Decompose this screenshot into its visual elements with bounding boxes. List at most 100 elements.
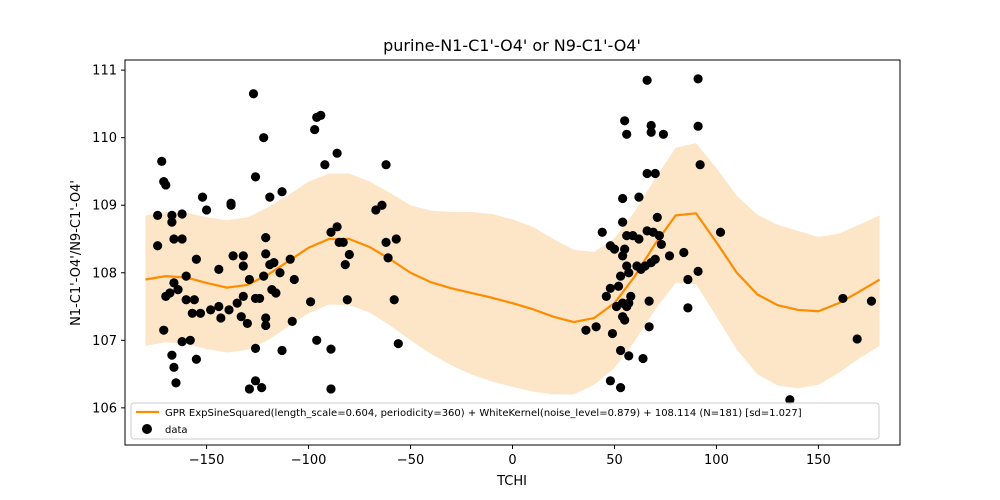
- x-tick-label: 150: [806, 453, 831, 468]
- data-point: [597, 227, 607, 237]
- legend-box: [130, 402, 880, 440]
- data-point: [216, 313, 226, 323]
- data-point: [656, 239, 666, 249]
- data-point: [169, 278, 179, 288]
- data-point: [615, 271, 626, 281]
- data-point: [171, 378, 181, 388]
- data-point: [646, 258, 656, 268]
- legend-label-data: data: [165, 425, 188, 436]
- data-point: [191, 354, 201, 364]
- data-point: [312, 335, 322, 345]
- data-point: [605, 376, 615, 386]
- data-point: [618, 217, 628, 227]
- y-tick-label: 108: [92, 266, 117, 281]
- data-point: [615, 382, 626, 393]
- legend: GPR ExpSineSquared(length_scale=0.604, p…: [130, 402, 880, 440]
- y-axis-ticks: 106 107 108 109 110 111: [92, 64, 125, 416]
- data-point: [624, 268, 634, 278]
- data-point: [153, 210, 163, 220]
- data-point: [169, 362, 179, 372]
- data-point: [679, 247, 689, 258]
- data-point: [161, 291, 171, 302]
- data-point: [261, 249, 271, 259]
- data-point: [626, 291, 636, 302]
- data-point: [195, 308, 206, 318]
- data-point: [650, 168, 660, 179]
- data-point: [693, 74, 703, 84]
- data-point: [153, 241, 163, 251]
- data-point: [644, 296, 654, 306]
- data-point: [683, 303, 693, 313]
- data-point: [342, 295, 352, 305]
- data-point: [261, 233, 271, 243]
- y-tick-label: 107: [92, 334, 117, 349]
- data-point: [197, 192, 208, 202]
- x-tick-label: 100: [704, 453, 729, 468]
- data-point: [271, 288, 281, 298]
- data-point: [618, 193, 628, 204]
- data-point: [622, 129, 632, 139]
- data-point: [389, 295, 399, 305]
- data-point: [169, 234, 179, 244]
- x-tick-label: 0: [508, 453, 516, 468]
- data-point: [238, 291, 248, 302]
- data-point: [634, 192, 644, 202]
- data-point: [866, 296, 877, 306]
- data-point: [613, 281, 624, 291]
- x-axis-ticks: −150 −100 −50 0 50 100 150: [189, 445, 831, 468]
- data-point: [232, 298, 242, 308]
- data-point: [259, 271, 269, 281]
- y-axis-label: N1-C1'-O4'/N9-C1'-O4': [69, 180, 84, 326]
- data-point: [332, 148, 342, 158]
- data-point: [646, 127, 656, 137]
- gpr-confidence-band: [145, 143, 880, 395]
- data-point: [605, 283, 615, 293]
- x-tick-label: −150: [189, 453, 225, 468]
- data-point: [259, 133, 269, 143]
- data-point: [644, 322, 654, 332]
- data-point: [185, 335, 195, 345]
- y-tick-label: 109: [92, 199, 117, 214]
- data-point: [261, 313, 271, 323]
- data-point: [167, 350, 177, 360]
- y-tick-label: 106: [92, 401, 117, 416]
- y-tick-label: 110: [92, 131, 117, 146]
- data-point: [607, 328, 618, 339]
- data-point: [624, 351, 634, 361]
- data-point: [214, 264, 224, 274]
- data-point: [265, 192, 275, 202]
- data-point: [642, 75, 652, 85]
- data-point: [277, 345, 287, 356]
- y-tick-label: 111: [92, 64, 117, 79]
- data-point: [250, 343, 261, 354]
- data-point: [187, 308, 197, 318]
- data-point: [326, 384, 336, 394]
- data-point: [381, 237, 391, 247]
- data-point: [289, 274, 299, 285]
- data-point: [634, 234, 644, 244]
- data-point: [238, 261, 248, 271]
- data-point: [658, 129, 669, 139]
- data-point: [683, 274, 693, 285]
- data-point: [226, 198, 236, 208]
- x-tick-label: −50: [397, 453, 424, 468]
- legend-label-gpr: GPR ExpSineSquared(length_scale=0.604, p…: [165, 408, 802, 419]
- data-point: [191, 254, 201, 264]
- data-point: [316, 110, 326, 120]
- data-point: [244, 384, 255, 394]
- data-point: [167, 217, 177, 227]
- data-point: [638, 353, 648, 364]
- data-point: [620, 244, 630, 254]
- confidence-band-layer: [145, 143, 880, 395]
- data-point: [852, 334, 862, 344]
- data-point: [224, 305, 234, 315]
- data-point: [255, 293, 265, 304]
- data-point: [214, 301, 224, 312]
- data-point: [338, 237, 348, 247]
- data-point: [695, 160, 705, 170]
- data-point: [693, 121, 703, 131]
- data-point: [326, 344, 336, 354]
- data-point: [277, 187, 287, 197]
- data-point: [591, 322, 601, 332]
